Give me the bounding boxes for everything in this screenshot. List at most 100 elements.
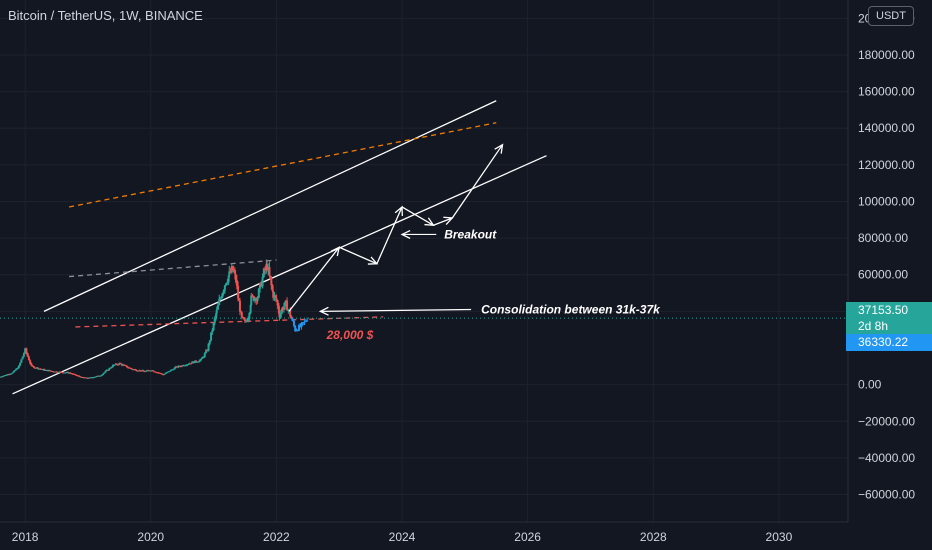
price-axis-label: 60000.00: [858, 268, 908, 282]
candle-body: [216, 304, 219, 310]
candle-body: [53, 371, 56, 373]
currency-button[interactable]: USDT: [868, 6, 914, 26]
candle-body: [228, 271, 231, 276]
candle-body: [59, 371, 62, 373]
candle-body: [65, 372, 68, 374]
candle-body: [221, 293, 224, 298]
candle-body: [152, 370, 155, 372]
candle-body: [88, 377, 91, 379]
candle-body: [259, 283, 262, 289]
candle-body: [66, 372, 69, 374]
time-axis-label: 2020: [137, 530, 164, 544]
projection-arrows[interactable]: [288, 143, 504, 316]
channel-lower-line[interactable]: [12, 155, 547, 395]
candle-body: [247, 319, 250, 321]
candle-body: [78, 375, 81, 377]
candle-body: [148, 370, 151, 372]
candle-body: [287, 309, 290, 311]
candle-body: [277, 305, 280, 314]
candle-body: [93, 376, 96, 378]
candle-body: [11, 372, 14, 374]
candle-body: [213, 317, 216, 323]
breakout-label: Breakout: [444, 227, 497, 241]
candle-body: [234, 273, 237, 280]
price-axis[interactable]: 200000.00180000.00160000.00140000.001200…: [858, 11, 915, 501]
candle-body: [289, 309, 292, 317]
candle-body: [119, 363, 122, 365]
candle-body: [42, 369, 45, 371]
candle-body: [246, 320, 249, 322]
time-axis[interactable]: 2018 2020 2022 2024 2026 2028 2030: [12, 530, 793, 544]
resistance-dashed-line[interactable]: [69, 259, 277, 278]
candle-body: [264, 268, 267, 270]
candle-body: [74, 374, 77, 376]
candle-body: [169, 369, 172, 372]
projection-segment[interactable]: [288, 246, 340, 312]
candle-body: [149, 370, 152, 372]
candle-body: [56, 372, 59, 374]
candle-body: [166, 372, 169, 374]
drawing-overlays[interactable]: [0, 100, 848, 395]
candle-body: [70, 373, 73, 375]
candle-body: [154, 371, 157, 373]
candle-body: [139, 370, 142, 372]
candle-body: [242, 316, 245, 318]
candle-body: [267, 267, 270, 270]
candle-body: [99, 375, 102, 377]
candle-body: [14, 370, 17, 372]
candle-body: [294, 325, 297, 331]
orange-dashed-resistance-line[interactable]: [68, 122, 497, 208]
candle-body: [163, 373, 166, 375]
candle-body: [107, 369, 110, 371]
candle-body: [223, 285, 226, 291]
candle-body: [6, 374, 9, 376]
candle-body: [203, 353, 206, 357]
red-dashed-support-line[interactable]: [75, 316, 384, 328]
channel-upper-line[interactable]: [43, 100, 497, 312]
consolidation-label: Consolidation between 31k-37k: [481, 303, 661, 317]
candle-body: [281, 308, 284, 310]
candle-body: [251, 295, 254, 297]
last-price-value: 37153.50: [858, 303, 909, 317]
price-axis-label: 0.00: [858, 378, 882, 392]
candle-body: [22, 353, 25, 357]
candle-body: [184, 365, 187, 367]
candle-body: [5, 374, 8, 376]
projection-segment[interactable]: [433, 217, 453, 226]
candle-body: [172, 369, 175, 371]
candle-body: [63, 372, 66, 374]
candle-body: [143, 371, 146, 373]
candle-body: [167, 371, 170, 373]
candle-body: [168, 371, 171, 373]
candle-body: [2, 375, 5, 377]
candle-body: [26, 353, 29, 357]
candle-body: [220, 297, 223, 299]
candle-body: [120, 363, 123, 366]
projection-segment[interactable]: [376, 206, 403, 265]
candle-body: [45, 369, 48, 371]
candle-body: [110, 366, 113, 368]
candle-body: [187, 364, 190, 366]
candle-body: [32, 366, 35, 368]
candle-body: [0, 376, 3, 378]
projection-segment[interactable]: [401, 206, 434, 226]
candle-body: [91, 377, 94, 379]
candle-body: [94, 376, 97, 378]
bar-countdown: 2d 8h: [858, 319, 889, 333]
candle-body: [159, 373, 162, 375]
projection-segment[interactable]: [451, 144, 504, 219]
candle-body: [140, 370, 143, 372]
candle-body: [205, 350, 208, 354]
projection-segment[interactable]: [338, 246, 378, 265]
candle-body: [256, 297, 259, 301]
candle-body: [176, 366, 179, 368]
current-line-tag: 36330.22: [846, 334, 932, 351]
candle-body: [257, 288, 260, 298]
grid: [0, 0, 848, 522]
candle-body: [15, 368, 18, 371]
candle-body: [161, 373, 164, 375]
candle-body: [142, 370, 145, 372]
candle-body: [218, 298, 221, 300]
candle-body: [290, 316, 293, 319]
